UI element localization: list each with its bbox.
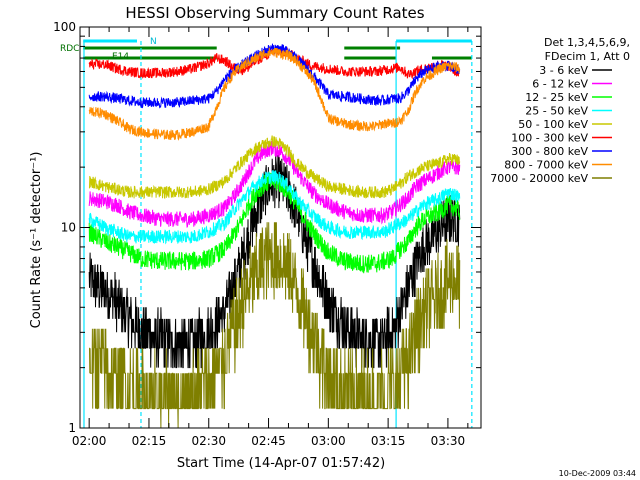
legend-header-line-2: FDecim 1, Att 0 [545, 50, 630, 63]
series-line [89, 222, 461, 428]
legend-label: 50 - 100 keV [518, 118, 588, 131]
legend-label: 12 - 25 keV [525, 91, 588, 104]
x-tick-label: 02:15 [132, 434, 167, 448]
series-line [88, 154, 461, 369]
legend-label: 800 - 7000 keV [504, 159, 588, 172]
series-line [88, 47, 461, 141]
flag-label: N [150, 37, 157, 47]
series-line [88, 172, 461, 274]
x-tick-label: 03:00 [311, 434, 346, 448]
y-tick-label: 1 [68, 421, 76, 435]
axes: 1 10 100 02:00 02:15 02:30 02:45 03:00 03:15 03:3… [53, 20, 482, 448]
series-line [88, 135, 461, 200]
legend-label: 100 - 300 keV [511, 132, 588, 145]
series-line [88, 169, 461, 245]
flag-label: RDC [60, 44, 79, 54]
legend-label: 25 - 50 keV [525, 105, 588, 118]
x-tick-label: 02:00 [72, 434, 107, 448]
x-tick-label: 02:30 [191, 434, 226, 448]
legend-label: 6 - 12 keV [532, 78, 588, 91]
y-axis-label: Count Rate (s⁻¹ detector⁻¹) [29, 152, 44, 329]
footer-date: 10-Dec-2009 03:44 [559, 469, 636, 478]
x-tick-label: 02:45 [251, 434, 286, 448]
x-axis-label: Start Time (14-Apr-07 01:57:42) [177, 456, 385, 471]
legend-label: 300 - 800 keV [511, 145, 588, 158]
chart-title: HESSI Observing Summary Count Rates [125, 4, 424, 22]
y-tick-label: 100 [53, 20, 76, 34]
y-tick-label: 10 [61, 221, 76, 235]
legend-header-line-1: Det 1,3,4,5,6,9, [544, 36, 630, 49]
x-tick-label: 03:30 [431, 434, 466, 448]
legend-label: 7000 - 20000 keV [490, 172, 588, 185]
flag-label: E14 [112, 52, 129, 62]
legend-label: 3 - 6 keV [539, 64, 588, 77]
series-layer [88, 43, 461, 428]
flag-layer: RDC N E14 [60, 37, 473, 428]
x-tick-label: 03:15 [371, 434, 406, 448]
